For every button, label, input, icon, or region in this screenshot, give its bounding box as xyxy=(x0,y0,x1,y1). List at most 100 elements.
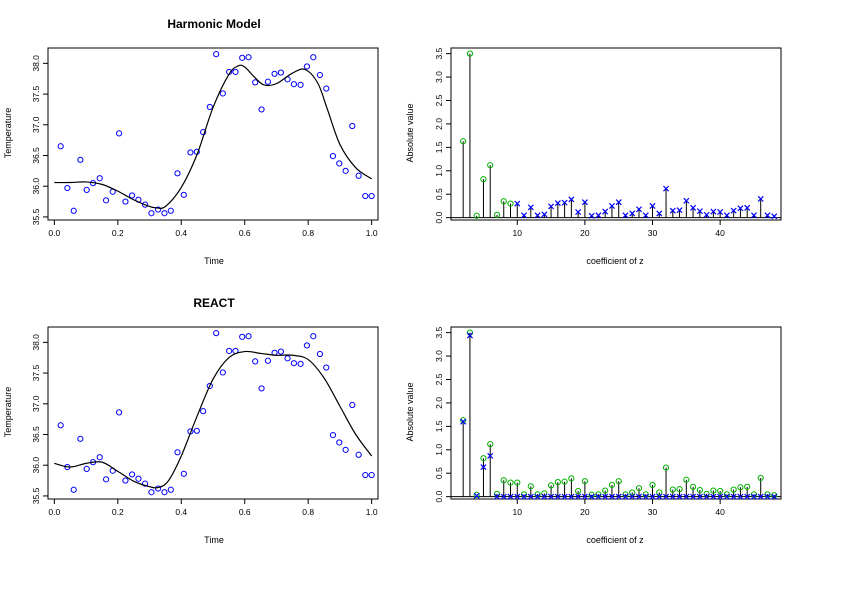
react-title: REACT xyxy=(193,296,235,310)
react-observation-point xyxy=(362,471,369,479)
harmonic-coef-coefficient-circle xyxy=(473,212,480,219)
harmonic-coef-y-tick-label: 2.5 xyxy=(434,94,444,106)
react-coef-react-coefficient-cross xyxy=(500,493,507,500)
react-coef-react-coefficient-cross xyxy=(635,493,643,500)
react-coef-raw-coefficient-circle xyxy=(669,486,676,493)
harmonic-coef-coefficient-cross xyxy=(656,210,663,217)
react-coef-react-coefficient-cross xyxy=(744,493,751,500)
harmonic-observation-point xyxy=(303,63,311,70)
harmonic-y-label: Temperature xyxy=(3,108,13,159)
harmonic-coef-x-tick-label: 40 xyxy=(715,228,725,238)
react-observation-point xyxy=(310,333,317,340)
react-coef-react-coefficient-cross xyxy=(683,493,690,500)
harmonic-observation-point xyxy=(245,54,252,61)
harmonic-observation-point xyxy=(297,81,304,88)
harmonic-coef-plot-box xyxy=(450,47,782,221)
react-observation-point xyxy=(206,382,213,390)
react-x-tick-label: 0.2 xyxy=(112,507,124,517)
react-y-tick-label: 36.0 xyxy=(31,457,41,474)
harmonic-observation-point xyxy=(96,175,103,182)
react-coef-x-tick-label: 10 xyxy=(513,507,523,517)
react-coef-raw-coefficient-circle xyxy=(554,479,561,486)
react-coef-react-coefficient-cross xyxy=(771,493,778,500)
harmonic-coef-y-tick-label: 3.5 xyxy=(434,47,444,59)
react-y-tick-label: 35.5 xyxy=(31,487,41,504)
harmonic-observation-point xyxy=(167,207,174,214)
harmonic-coef-x-tick-label: 20 xyxy=(580,228,590,238)
harmonic-coef-coefficient-cross xyxy=(757,195,764,202)
harmonic-coef-coefficient-cross xyxy=(683,197,690,204)
harmonic-observation-point xyxy=(180,191,187,198)
react-coef-react-coefficient-cross xyxy=(710,493,717,500)
react-observation-point xyxy=(323,364,330,371)
react-coef-react-coefficient-cross xyxy=(527,493,534,500)
react-coef-react-coefficient-cross xyxy=(696,493,703,500)
react-observation-point xyxy=(148,489,155,496)
react-coef-react-coefficient-cross xyxy=(629,493,636,500)
react-coef-react-coefficient-cross xyxy=(548,493,555,500)
react-x-label: Time xyxy=(204,535,224,545)
harmonic-coef-coefficient-cross xyxy=(710,208,717,215)
harmonic-coef-x-tick-label: 10 xyxy=(513,228,523,238)
react-coef-react-coefficient-cross xyxy=(561,493,568,500)
harmonic-coef-y-tick-label: 3.0 xyxy=(434,71,444,83)
react-observation-point xyxy=(297,360,304,367)
harmonic-observation-point xyxy=(349,122,356,130)
react-coef-react-coefficient-cross xyxy=(703,493,710,500)
harmonic-observation-point xyxy=(174,170,181,177)
harmonic-observation-point xyxy=(252,79,259,86)
harmonic-coef-coefficient-circle xyxy=(493,211,501,218)
react-observation-point xyxy=(193,427,200,434)
react-coef-x-tick-label: 20 xyxy=(580,507,590,517)
react-coef-react-coefficient-cross xyxy=(568,493,575,500)
react-observation-point xyxy=(213,330,220,337)
harmonic-coef-coefficient-cross xyxy=(771,213,778,220)
harmonic-coef-coefficient-cross xyxy=(703,211,710,218)
react-coef-react-coefficient-cross xyxy=(737,493,744,500)
react-observation-point xyxy=(70,486,77,493)
react-coef-react-coefficient-cross xyxy=(717,493,724,500)
harmonic-y-tick-label: 37.5 xyxy=(31,86,41,103)
react-observation-point xyxy=(128,471,136,478)
harmonic-observation-point xyxy=(70,207,77,214)
harmonic-coef-coefficient-cross xyxy=(581,199,588,206)
react-coef-react-coefficient-cross xyxy=(622,493,629,500)
react-coef-react-coefficient-cross xyxy=(595,493,602,500)
harmonic-observation-point xyxy=(342,167,349,174)
harmonic-coef-coefficient-cross xyxy=(561,199,568,206)
harmonic-coef-coefficient-cross xyxy=(723,212,730,219)
react-observation-point xyxy=(336,439,343,446)
harmonic-observation-point xyxy=(64,184,71,192)
react-coef-raw-coefficient-circle xyxy=(608,481,616,489)
harmonic-y-tick-label: 37.0 xyxy=(31,116,41,133)
harmonic-coef-coefficient-cross xyxy=(676,207,683,214)
harmonic-observation-point xyxy=(323,85,330,92)
react-coef-y-tick-label: 2.5 xyxy=(434,373,444,385)
harmonic-observation-point xyxy=(83,186,90,193)
react-plot-box xyxy=(47,326,379,500)
react-observation-point xyxy=(122,477,129,484)
harmonic-observation-point xyxy=(258,106,265,113)
react-observation-point xyxy=(200,408,207,415)
react-fit-curve xyxy=(54,350,373,489)
harmonic-y-tick-label: 38.0 xyxy=(31,55,41,72)
react-observation-point xyxy=(155,485,162,492)
react-y-tick-label: 37.0 xyxy=(31,395,41,412)
react-coef-raw-coefficient-circle xyxy=(744,483,751,490)
react-coef-y-tick-label: 0.5 xyxy=(434,467,444,479)
react-coef-raw-coefficient-circle xyxy=(629,489,636,496)
react-coef-raw-coefficient-circle xyxy=(696,486,703,494)
react-coef-react-coefficient-cross xyxy=(764,493,771,500)
harmonic-y-tick-label: 36.5 xyxy=(31,147,41,164)
harmonic-coef-coefficient-cross xyxy=(649,202,656,209)
react-coef-raw-coefficient-circle xyxy=(662,464,670,471)
react-coef-raw-coefficient-circle xyxy=(460,417,467,424)
harmonic-observation-point xyxy=(161,210,168,217)
harmonic-observation-point xyxy=(277,69,285,76)
react-observation-point xyxy=(284,355,291,362)
harmonic-observation-point xyxy=(77,156,84,163)
harmonic-observation-point xyxy=(187,149,194,156)
react-observation-point xyxy=(329,432,337,439)
react-coef-raw-coefficient-circle xyxy=(507,479,514,486)
